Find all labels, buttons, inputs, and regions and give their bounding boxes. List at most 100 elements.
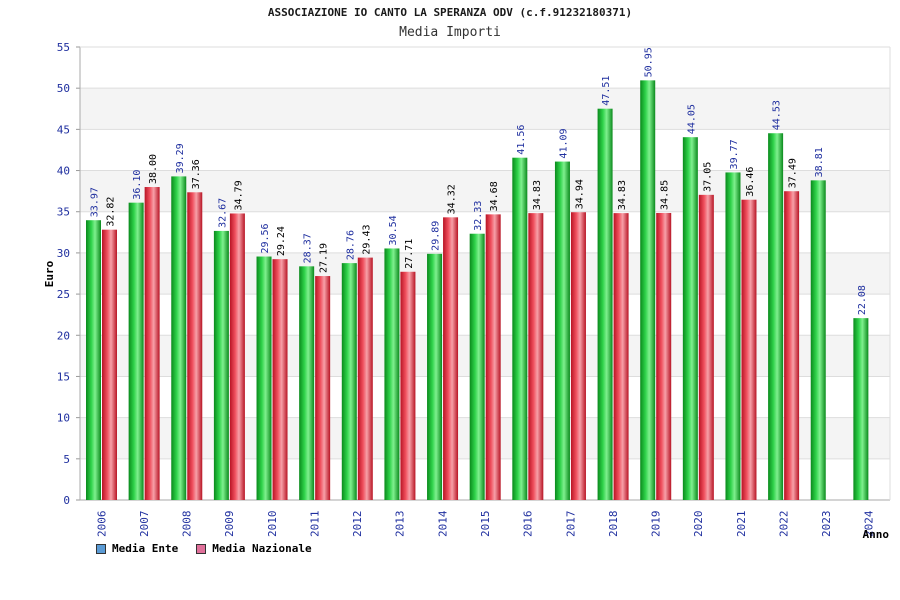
bar-media-ente xyxy=(384,248,400,500)
data-label-media-ente: 28.76 xyxy=(345,230,356,260)
y-tick-label: 25 xyxy=(57,288,70,301)
y-tick-label: 0 xyxy=(63,494,70,507)
bar-media-ente xyxy=(640,80,656,500)
bar-media-nazionale xyxy=(272,259,288,500)
bar-media-nazionale xyxy=(443,217,459,500)
data-label-media-nazionale: 37.49 xyxy=(788,158,799,188)
y-tick-label: 10 xyxy=(57,412,70,425)
legend-swatch-ente xyxy=(96,543,106,554)
grid-band xyxy=(80,129,890,171)
x-tick-label: 2020 xyxy=(692,511,705,538)
data-label-media-nazionale: 38.00 xyxy=(148,154,159,184)
y-tick-label: 15 xyxy=(57,370,70,383)
x-tick-label: 2022 xyxy=(777,511,790,538)
y-tick-label: 55 xyxy=(57,41,70,54)
bar-media-nazionale xyxy=(570,212,586,501)
legend-swatch-nazionale xyxy=(196,543,207,554)
data-label-media-ente: 39.29 xyxy=(175,143,186,173)
legend-label-ente: Media Ente xyxy=(112,542,179,555)
data-label-media-ente: 38.81 xyxy=(814,147,825,177)
data-label-media-nazionale: 27.71 xyxy=(404,239,415,269)
x-axis-label: Anno xyxy=(863,528,890,541)
bar-media-nazionale xyxy=(144,187,160,500)
bar-media-nazionale xyxy=(187,192,203,500)
data-label-media-ente: 44.05 xyxy=(686,104,697,134)
data-label-media-ente: 32.67 xyxy=(217,198,228,228)
data-label-media-nazionale: 36.46 xyxy=(745,167,756,197)
bar-media-ente xyxy=(810,180,826,500)
bar-media-nazionale xyxy=(656,212,672,501)
legend-label-nazionale: Media Nazionale xyxy=(212,542,312,555)
x-tick-label: 2006 xyxy=(95,511,108,538)
bar-media-ente xyxy=(86,220,101,500)
bar-media-ente xyxy=(725,172,741,500)
bar-media-ente xyxy=(554,161,570,501)
data-label-media-nazionale: 34.85 xyxy=(660,180,671,210)
x-tick-label: 2019 xyxy=(650,511,663,538)
bar-media-ente xyxy=(427,253,443,500)
x-tick-label: 2023 xyxy=(820,511,833,538)
bar-media-nazionale xyxy=(229,213,245,500)
bar-media-nazionale xyxy=(528,213,544,501)
data-label-media-nazionale: 37.05 xyxy=(702,162,713,192)
bar-media-ente xyxy=(256,256,272,500)
y-tick-label: 20 xyxy=(57,329,70,342)
data-label-media-ente: 50.95 xyxy=(644,47,655,77)
data-label-media-nazionale: 34.32 xyxy=(447,184,458,214)
data-label-media-ente: 36.10 xyxy=(132,170,143,200)
bar-media-ente xyxy=(682,137,698,501)
x-tick-label: 2017 xyxy=(564,511,577,538)
data-label-media-nazionale: 27.19 xyxy=(319,243,330,273)
x-tick-label: 2024 xyxy=(863,510,876,537)
bar-media-nazionale xyxy=(357,257,373,500)
data-label-media-ente: 33.97 xyxy=(90,187,101,217)
bar-media-ente xyxy=(512,157,528,501)
data-label-media-ente: 39.77 xyxy=(729,139,740,169)
legend: Media Ente Media Nazionale xyxy=(96,542,312,555)
x-tick-label: 2013 xyxy=(394,511,407,538)
bar-media-nazionale xyxy=(400,271,416,500)
x-tick-label: 2021 xyxy=(735,511,748,538)
data-label-media-ente: 44.53 xyxy=(772,100,783,130)
data-label-media-nazionale: 32.82 xyxy=(106,197,117,227)
data-label-media-ente: 29.89 xyxy=(431,221,442,251)
data-label-media-nazionale: 29.24 xyxy=(276,226,287,256)
data-label-media-nazionale: 29.43 xyxy=(361,224,372,254)
data-label-media-nazionale: 34.94 xyxy=(574,179,585,209)
data-label-media-ente: 41.56 xyxy=(516,125,527,155)
y-tick-label: 45 xyxy=(57,123,70,136)
y-tick-label: 40 xyxy=(57,165,70,178)
x-tick-label: 2015 xyxy=(479,511,492,538)
data-label-media-ente: 29.56 xyxy=(260,223,271,253)
bar-media-ente xyxy=(768,133,784,500)
bar-media-ente xyxy=(128,202,144,500)
bar-media-ente xyxy=(213,230,229,500)
y-tick-label: 35 xyxy=(57,206,70,219)
chart-title: ASSOCIAZIONE IO CANTO LA SPERANZA ODV (c… xyxy=(267,6,633,19)
x-tick-label: 2009 xyxy=(223,511,236,538)
data-label-media-ente: 22.08 xyxy=(857,285,868,315)
data-label-media-ente: 28.37 xyxy=(303,233,314,263)
data-label-media-nazionale: 34.68 xyxy=(489,181,500,211)
data-label-media-nazionale: 34.83 xyxy=(617,180,628,210)
bar-media-nazionale xyxy=(485,214,501,500)
y-tick-label: 5 xyxy=(63,453,70,466)
bar-media-nazionale xyxy=(784,191,800,500)
data-label-media-nazionale: 34.79 xyxy=(233,180,244,210)
x-tick-label: 2011 xyxy=(308,511,321,538)
bar-media-nazionale xyxy=(315,276,331,500)
bar-media-ente xyxy=(853,318,869,500)
x-tick-label: 2012 xyxy=(351,511,364,538)
x-tick-label: 2007 xyxy=(138,511,151,538)
bar-media-ente xyxy=(299,266,315,500)
data-label-media-ente: 30.54 xyxy=(388,215,399,245)
data-label-media-ente: 47.51 xyxy=(601,76,612,106)
x-tick-label: 2010 xyxy=(266,511,279,538)
legend-item-nazionale: Media Nazionale xyxy=(196,542,312,555)
grid-band xyxy=(80,88,890,130)
bar-media-nazionale xyxy=(698,194,714,501)
bar-media-ente xyxy=(469,233,485,500)
bar-media-nazionale xyxy=(613,213,629,501)
